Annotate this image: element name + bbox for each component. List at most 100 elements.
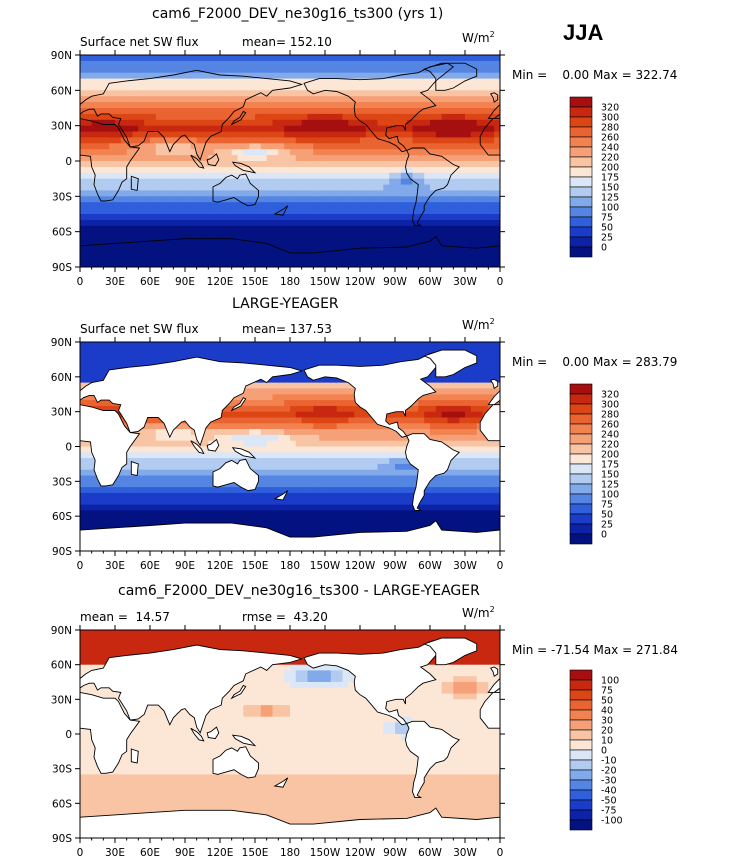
field-cell [284, 202, 291, 209]
field-cell [319, 405, 326, 413]
continent-outline [652, 112, 666, 125]
field-cell [109, 365, 116, 372]
field-cell [354, 96, 361, 103]
field-cell [260, 342, 268, 349]
field-cell [395, 417, 402, 424]
field-cell [132, 214, 139, 221]
field-cell [266, 440, 274, 448]
field-cell [412, 66, 419, 74]
field-cell [435, 411, 443, 419]
field-cell [255, 243, 262, 250]
field-cell [377, 342, 384, 349]
field-cell [365, 131, 373, 139]
field-cell [360, 411, 367, 419]
field-cell [144, 113, 151, 121]
field-cell [476, 72, 484, 80]
field-cell [179, 469, 186, 477]
field-cell [237, 202, 244, 209]
field-cell [365, 510, 373, 517]
field-cell [167, 149, 174, 156]
field-cell [237, 66, 244, 74]
field-cell [313, 219, 320, 227]
field-cell [371, 184, 379, 192]
field-cell [290, 527, 297, 535]
field-cell [290, 516, 297, 523]
field-cell [278, 440, 285, 448]
field-cell [377, 469, 384, 477]
field-cell [272, 475, 279, 482]
field-cell [430, 382, 437, 389]
continent-outline [627, 154, 639, 166]
field-cell [400, 504, 408, 511]
field-cell [255, 84, 262, 91]
field-cell [208, 172, 215, 180]
field-cell [185, 481, 192, 488]
field-cell [126, 492, 134, 500]
field-cell [389, 90, 396, 97]
field-cell [150, 155, 157, 162]
field-cell [225, 108, 233, 115]
field-cell [494, 72, 500, 80]
field-cell [301, 119, 309, 127]
field-cell [470, 166, 478, 174]
field-cell [325, 400, 332, 407]
field-cell [406, 405, 414, 413]
field-cell [255, 492, 262, 500]
field-cell [161, 55, 169, 62]
field-cell [144, 214, 151, 221]
field-cell [196, 463, 204, 471]
field-cell [260, 510, 268, 517]
field-cell [325, 137, 332, 144]
field-cell [85, 347, 93, 355]
field-cell [400, 84, 408, 91]
field-cell [196, 131, 204, 139]
field-cell [389, 237, 396, 245]
field-cell [418, 143, 425, 150]
field-cell [91, 342, 99, 349]
field-cell [231, 155, 239, 162]
field-cell [371, 475, 379, 482]
field-cell [447, 178, 454, 186]
field-cell [196, 72, 204, 80]
field-cell [120, 510, 128, 517]
field-cell [97, 376, 104, 384]
field-cell [307, 131, 314, 139]
field-cell [377, 196, 384, 203]
field-cell [389, 137, 396, 144]
field-cell [80, 440, 87, 448]
field-cell [348, 214, 355, 221]
field-cell [360, 429, 367, 436]
field-cell [155, 219, 163, 227]
field-cell [214, 429, 221, 436]
field-cell [109, 172, 116, 180]
field-cell [441, 190, 449, 197]
field-cell [214, 66, 221, 74]
field-cell [272, 143, 279, 150]
field-cell [120, 481, 128, 488]
field-cell [494, 249, 500, 256]
field-cell [97, 255, 104, 262]
field-cell [348, 347, 355, 355]
field-cell [138, 90, 145, 97]
field-cell [336, 481, 344, 488]
panel-2-title: LARGE-YEAGER [232, 296, 339, 312]
field-cell [138, 96, 145, 103]
field-cell [295, 388, 303, 395]
field-cell [325, 261, 332, 267]
field-cell [406, 161, 414, 168]
field-cell [342, 125, 349, 133]
field-cell [138, 66, 145, 74]
field-cell [185, 463, 192, 471]
field-cell [319, 469, 326, 477]
field-cell [155, 353, 163, 360]
field-cell [185, 353, 192, 360]
field-cell [482, 202, 489, 209]
field-cell [301, 342, 309, 349]
field-cell [365, 55, 373, 62]
field-cell [155, 96, 163, 103]
field-cell [488, 172, 495, 180]
field-cell [319, 84, 326, 91]
field-cell [202, 225, 209, 233]
field-cell [406, 178, 414, 186]
field-cell [249, 113, 256, 121]
